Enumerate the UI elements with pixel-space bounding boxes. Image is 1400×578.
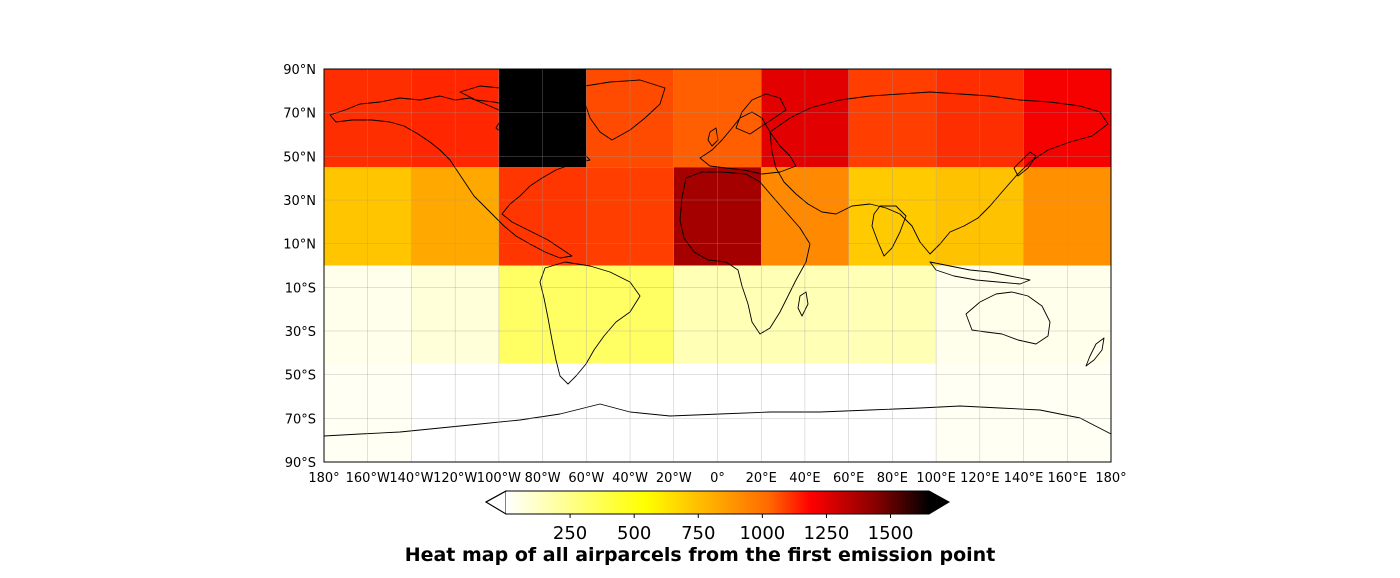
- colorbar-tick-label: 250: [553, 523, 587, 544]
- coastline-north-america: [329, 95, 591, 259]
- colorbar-extend-max: [929, 491, 949, 514]
- latitude-tick-label: 10°N: [283, 238, 316, 253]
- longitude-tick-label: 120°E: [960, 471, 1000, 486]
- latitude-tick-label: 70°N: [283, 107, 316, 122]
- latitude-tick-label: 70°S: [285, 412, 316, 427]
- longitude-tick-label: 20°W: [656, 471, 692, 486]
- coastline-greenland: [583, 79, 666, 141]
- latitude-tick-label: 50°N: [283, 150, 316, 165]
- colorbar-tick-label: 750: [681, 523, 715, 544]
- longitude-tick-label: 100°W: [477, 471, 521, 486]
- coastline-australia: [965, 291, 1051, 345]
- longitude-tick-label: 40°W: [612, 471, 648, 486]
- coastline-india: [871, 205, 907, 257]
- longitude-tick-label: 40°E: [789, 471, 820, 486]
- coastline-scandinavia: [735, 93, 787, 135]
- coastline-europe: [699, 111, 797, 175]
- colorbar-tick-label: 1000: [739, 523, 785, 544]
- longitude-tick-label: 20°E: [746, 471, 777, 486]
- coastline-asia: [769, 91, 1109, 255]
- coastline-africa: [679, 171, 811, 335]
- map-title: Heat map of all airparcels from the firs…: [404, 544, 996, 566]
- longitude-tick-labels: 180° 160°W 140°W 120°W 100°W 80°W 60°W 40°W 20°W…: [308, 471, 1126, 486]
- coastline-antarctica: [324, 403, 1111, 437]
- longitude-tick-label: 160°W: [346, 471, 390, 486]
- latitude-tick-label: 50°S: [285, 369, 316, 384]
- latitude-tick-label: 30°N: [283, 194, 316, 209]
- latitude-tick-label: 10°S: [285, 281, 316, 296]
- longitude-tick-label: 140°W: [389, 471, 433, 486]
- longitude-tick-label: 140°E: [1004, 471, 1044, 486]
- longitude-tick-label: 160°E: [1048, 471, 1088, 486]
- longitude-tick-label: 180°: [308, 471, 339, 486]
- longitude-tick-label: 0°: [710, 471, 725, 486]
- longitude-tick-label: 100°E: [916, 471, 956, 486]
- map-frame: [323, 68, 1112, 463]
- coastline-indonesia: [929, 261, 1031, 285]
- colorbar-tick-labels: 250 500 750 1000 1250 1500: [553, 514, 914, 544]
- longitude-tick-label: 180°: [1095, 471, 1126, 486]
- latitude-tick-label: 90°S: [285, 456, 316, 471]
- longitude-tick-label: 120°W: [433, 471, 477, 486]
- longitude-tick-label: 60°E: [833, 471, 864, 486]
- coastline-new-zealand: [1085, 337, 1105, 367]
- coastline-british-isles: [707, 127, 719, 147]
- colorbar-extend-min: [484, 490, 507, 515]
- latitude-tick-label: 90°N: [283, 63, 316, 78]
- coastlines-layer: [324, 79, 1111, 437]
- coastline-japan: [1013, 151, 1037, 177]
- longitude-tick-label: 60°W: [568, 471, 604, 486]
- coastline-south-america: [539, 261, 641, 385]
- colorbar: [506, 491, 929, 514]
- latitude-tick-labels: 90°N 70°N 50°N 30°N 10°N 10°S 30°S 50°S 70°S 90°S: [283, 63, 316, 471]
- longitude-tick-label: 80°W: [525, 471, 561, 486]
- colorbar-tick-label: 500: [617, 523, 651, 544]
- longitude-tick-label: 80°E: [877, 471, 908, 486]
- latitude-tick-label: 30°S: [285, 325, 316, 340]
- colorbar-tick-label: 1500: [868, 523, 914, 544]
- coastline-arctic-islands: [459, 83, 561, 107]
- colorbar-tick-label: 1250: [804, 523, 850, 544]
- colorbar-outline: [484, 490, 951, 515]
